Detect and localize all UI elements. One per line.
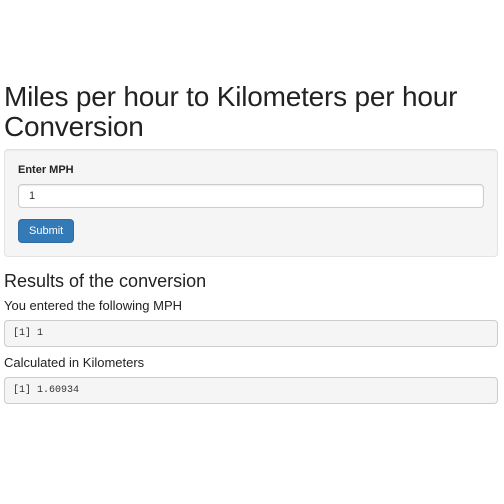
submit-button[interactable]: Submit [18,219,75,243]
main-container: Miles per hour to Kilometers per hour Co… [4,82,498,404]
calculated-km-label: Calculated in Kilometers [4,355,145,370]
results-title: Results of the conversion [4,271,207,291]
page-title: Miles per hour to Kilometers per hour Co… [4,81,458,142]
input-panel: Enter MPH Submit [4,149,498,257]
mph-input-label: Enter MPH [18,164,74,176]
entered-mph-label: You entered the following MPH [4,298,183,313]
entered-mph-output: [1] 1 [4,320,498,347]
calculated-km-output: [1] 1.60934 [4,377,498,404]
mph-input[interactable] [18,184,484,208]
